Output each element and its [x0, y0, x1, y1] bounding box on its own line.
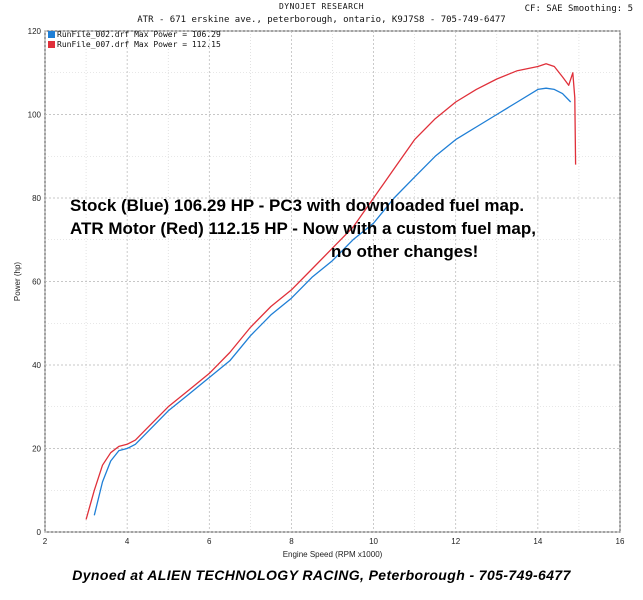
correction-info: CF: SAE Smoothing: 5	[524, 4, 633, 14]
x-tick-label: 14	[533, 537, 542, 546]
legend-label-red: RunFile_007.drf Max Power = 112.15	[57, 40, 221, 49]
x-tick-label: 10	[369, 537, 378, 546]
x-axis-label: Engine Speed (RPM x1000)	[283, 550, 383, 559]
x-tick-label: 16	[616, 537, 625, 546]
x-tick-label: 4	[125, 537, 130, 546]
legend-item-blue: RunFile_002.drf Max Power = 106.29	[48, 30, 221, 39]
y-tick-label: 60	[32, 278, 41, 287]
y-tick-label: 100	[28, 111, 42, 120]
chart-subtitle: ATR - 671 erskine ave., peterborough, on…	[137, 15, 506, 25]
legend-swatch-red	[48, 41, 55, 48]
overlay-line-atr: ATR Motor (Red) 112.15 HP - Now with a c…	[70, 219, 536, 238]
y-axis-label: Power (hp)	[13, 262, 22, 301]
overlay-line-stock: Stock (Blue) 106.29 HP - PC3 with downlo…	[70, 196, 525, 215]
y-tick-label: 40	[32, 361, 41, 370]
x-tick-label: 12	[451, 537, 460, 546]
chart-title: DYNOJET RESEARCH	[278, 2, 365, 11]
y-tick-label: 80	[32, 194, 41, 203]
x-tick-label: 2	[43, 537, 48, 546]
x-tick-label: 6	[207, 537, 212, 546]
series-line-blue	[93, 87, 572, 516]
legend-label-blue: RunFile_002.drf Max Power = 106.29	[57, 30, 221, 39]
series-line-red	[85, 63, 577, 520]
y-tick-label: 20	[32, 445, 41, 454]
footer-text: Dynoed at ALIEN TECHNOLOGY RACING, Peter…	[72, 567, 571, 583]
y-tick-label: 0	[37, 528, 42, 537]
legend-item-red: RunFile_007.drf Max Power = 112.15	[48, 40, 221, 49]
y-tick-label: 120	[28, 27, 42, 36]
overlay-line-no-changes: no other changes!	[331, 242, 479, 261]
legend-swatch-blue	[48, 31, 55, 38]
x-tick-label: 8	[289, 537, 294, 546]
